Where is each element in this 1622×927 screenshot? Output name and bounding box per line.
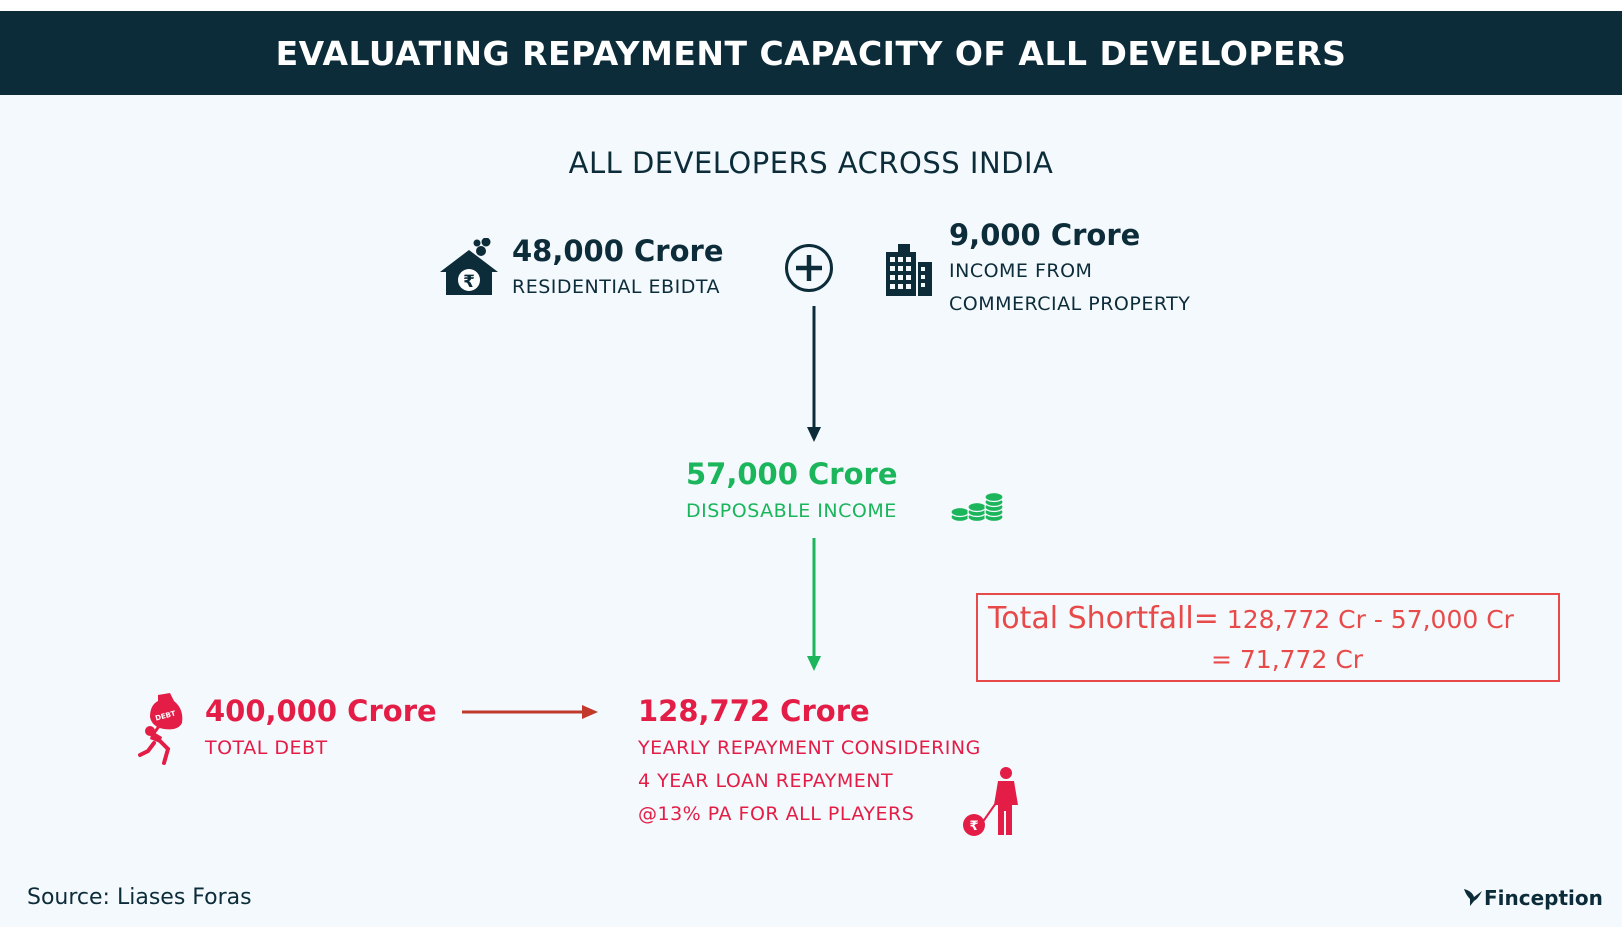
repayment-line2: 4 YEAR LOAN REPAYMENT xyxy=(638,770,894,792)
disposable-value: 57,000 Crore xyxy=(686,457,898,491)
brand-logo: Finception xyxy=(1462,885,1603,911)
shortfall-expression: 128,772 Cr - 57,000 Cr xyxy=(1218,605,1514,634)
debt-label: TOTAL DEBT xyxy=(205,737,328,759)
office-building-icon xyxy=(884,242,934,300)
commercial-value: 9,000 Crore xyxy=(949,218,1141,252)
top-strip xyxy=(0,0,1622,11)
person-carrying-debt-icon: DEBT xyxy=(138,691,186,769)
residential-label: RESIDENTIAL EBIDTA xyxy=(512,276,720,298)
brand-name: Finception xyxy=(1484,886,1603,910)
house-rupee-icon: ₹ xyxy=(438,237,500,302)
shortfall-box: Total Shortfall= 128,772 Cr - 57,000 Cr … xyxy=(976,593,1560,682)
repayment-line3: @13% PA FOR ALL PLAYERS xyxy=(638,803,915,825)
disposable-label: DISPOSABLE INCOME xyxy=(686,500,897,522)
commercial-label-line1: INCOME FROM xyxy=(949,260,1093,282)
person-dragging-rupee-ball-icon: ₹ xyxy=(960,767,1026,841)
svg-text:₹: ₹ xyxy=(463,272,475,292)
source-note: Source: Liases Foras xyxy=(27,885,252,910)
page-title: EVALUATING REPAYMENT CAPACITY OF ALL DEV… xyxy=(275,33,1347,73)
debt-value: 400,000 Crore xyxy=(205,694,437,728)
svg-text:₹: ₹ xyxy=(969,819,978,834)
coin-stack-icon xyxy=(950,491,1006,527)
shortfall-result: = 71,772 Cr xyxy=(1211,645,1364,674)
arrow-down-dark xyxy=(807,306,821,442)
subtitle: ALL DEVELOPERS ACROSS INDIA xyxy=(568,146,1054,180)
repayment-value: 128,772 Crore xyxy=(638,694,870,728)
header-banner: EVALUATING REPAYMENT CAPACITY OF ALL DEV… xyxy=(0,11,1622,95)
repayment-line1: YEARLY REPAYMENT CONSIDERING xyxy=(638,737,981,759)
arrow-right-red xyxy=(462,705,598,719)
arrow-down-green xyxy=(807,538,821,671)
residential-value: 48,000 Crore xyxy=(512,234,724,268)
commercial-label-line2: COMMERCIAL PROPERTY xyxy=(949,293,1191,315)
plus-circle-icon xyxy=(784,243,834,297)
bird-logo-icon xyxy=(1462,885,1484,911)
shortfall-label: Total Shortfall= xyxy=(988,601,1219,636)
